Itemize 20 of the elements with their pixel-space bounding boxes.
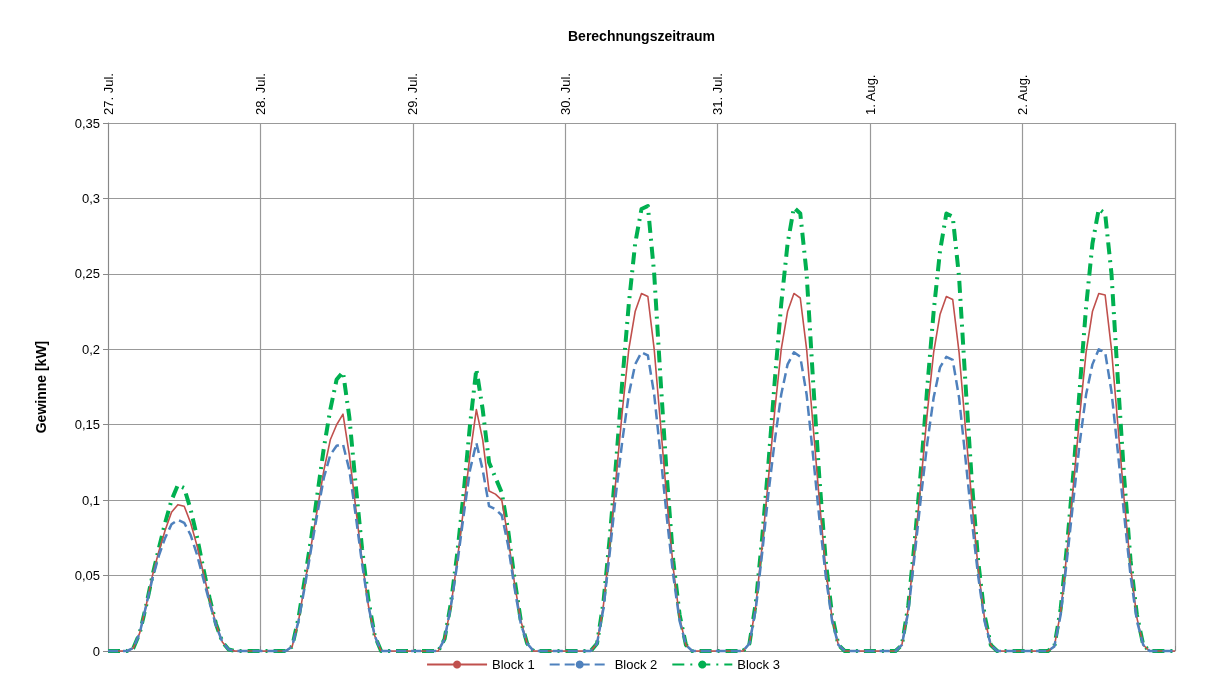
y-tick-label: 0,05 bbox=[74, 568, 100, 584]
x-tick-label: 31. Jul. bbox=[710, 73, 726, 115]
legend-label: Block 3 bbox=[737, 657, 780, 672]
y-tick-label: 0,2 bbox=[81, 341, 100, 357]
x-tick-label: 2. Aug. bbox=[1015, 74, 1031, 115]
x-tick-label: 28. Jul. bbox=[252, 73, 268, 115]
x-axis-title: Berechnungszeitraum bbox=[567, 28, 716, 44]
y-tick-label: 0,35 bbox=[74, 115, 100, 131]
x-tick-label: 29. Jul. bbox=[405, 73, 421, 115]
y-tick-label: 0,15 bbox=[74, 417, 100, 433]
legend-label: Block 2 bbox=[614, 657, 658, 672]
y-tick-label: 0,25 bbox=[74, 266, 100, 282]
x-tick-label: 30. Jul. bbox=[557, 73, 573, 115]
y-tick-label: 0,3 bbox=[81, 190, 100, 206]
y-tick-label: 0,1 bbox=[81, 492, 100, 508]
y-axis-title: Gewinne [kW] bbox=[33, 340, 49, 434]
x-tick-label: 27. Jul. bbox=[100, 73, 116, 115]
legend-label: Block 1 bbox=[492, 657, 535, 672]
x-tick-label: 1. Aug. bbox=[862, 74, 878, 115]
y-tick-label: 0 bbox=[92, 643, 100, 659]
